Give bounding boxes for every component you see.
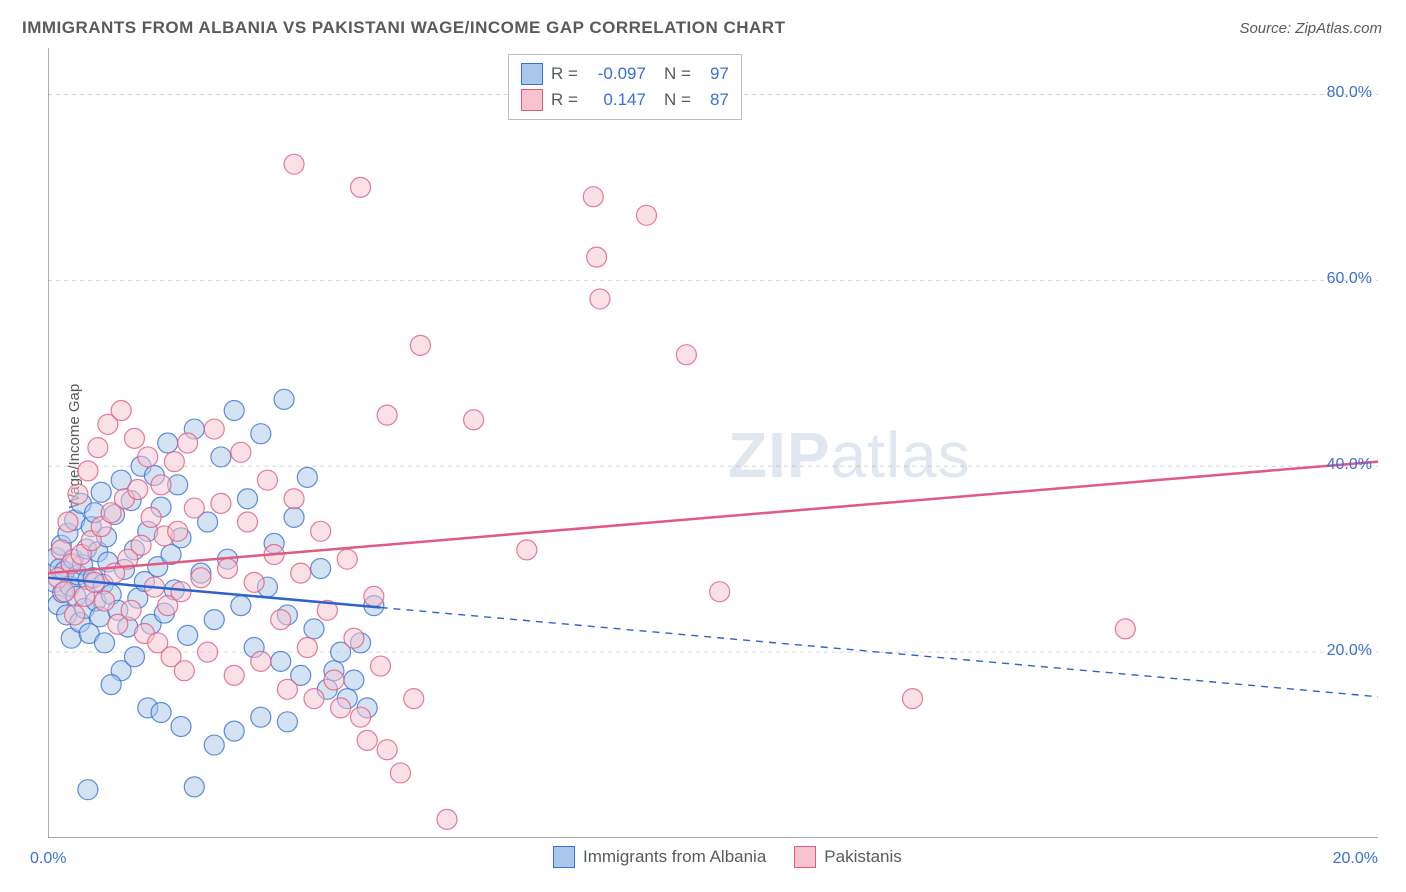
legend-series: Immigrants from Albania Pakistanis — [553, 846, 902, 868]
legend-label: Immigrants from Albania — [583, 847, 766, 867]
r-label: R = — [551, 90, 578, 110]
chart-title: IMMIGRANTS FROM ALBANIA VS PAKISTANI WAG… — [22, 18, 785, 38]
legend-item-pakistani: Pakistanis — [794, 846, 901, 868]
r-value: -0.097 — [586, 64, 646, 84]
r-label: R = — [551, 64, 578, 84]
legend-row-pakistani: R = 0.147 N = 87 — [521, 87, 729, 113]
swatch-icon — [521, 63, 543, 85]
n-value: 97 — [699, 64, 729, 84]
axis-tick-label: 0.0% — [30, 850, 66, 868]
axis-tick-label: 80.0% — [1327, 84, 1372, 102]
legend-label: Pakistanis — [824, 847, 901, 867]
legend-correlation: R = -0.097 N = 97 R = 0.147 N = 87 — [508, 54, 742, 120]
axis-tick-label: 20.0% — [1333, 850, 1378, 868]
chart-area: ZIPatlas R =-0.097N =97R =0.147N =87 Imm… — [48, 48, 1378, 838]
n-label: N = — [664, 64, 691, 84]
axis-tick-label: 60.0% — [1327, 270, 1372, 288]
scatter-chart — [48, 48, 1378, 838]
legend-row-albania: R = -0.097 N = 97 — [521, 61, 729, 87]
swatch-icon — [521, 89, 543, 111]
n-value: 87 — [699, 90, 729, 110]
swatch-icon — [553, 846, 575, 868]
axis-tick-label: 40.0% — [1327, 456, 1372, 474]
r-value: 0.147 — [586, 90, 646, 110]
axis-tick-label: 20.0% — [1327, 642, 1372, 660]
swatch-icon — [794, 846, 816, 868]
n-label: N = — [664, 90, 691, 110]
source-attribution: Source: ZipAtlas.com — [1239, 20, 1382, 37]
legend-item-albania: Immigrants from Albania — [553, 846, 766, 868]
